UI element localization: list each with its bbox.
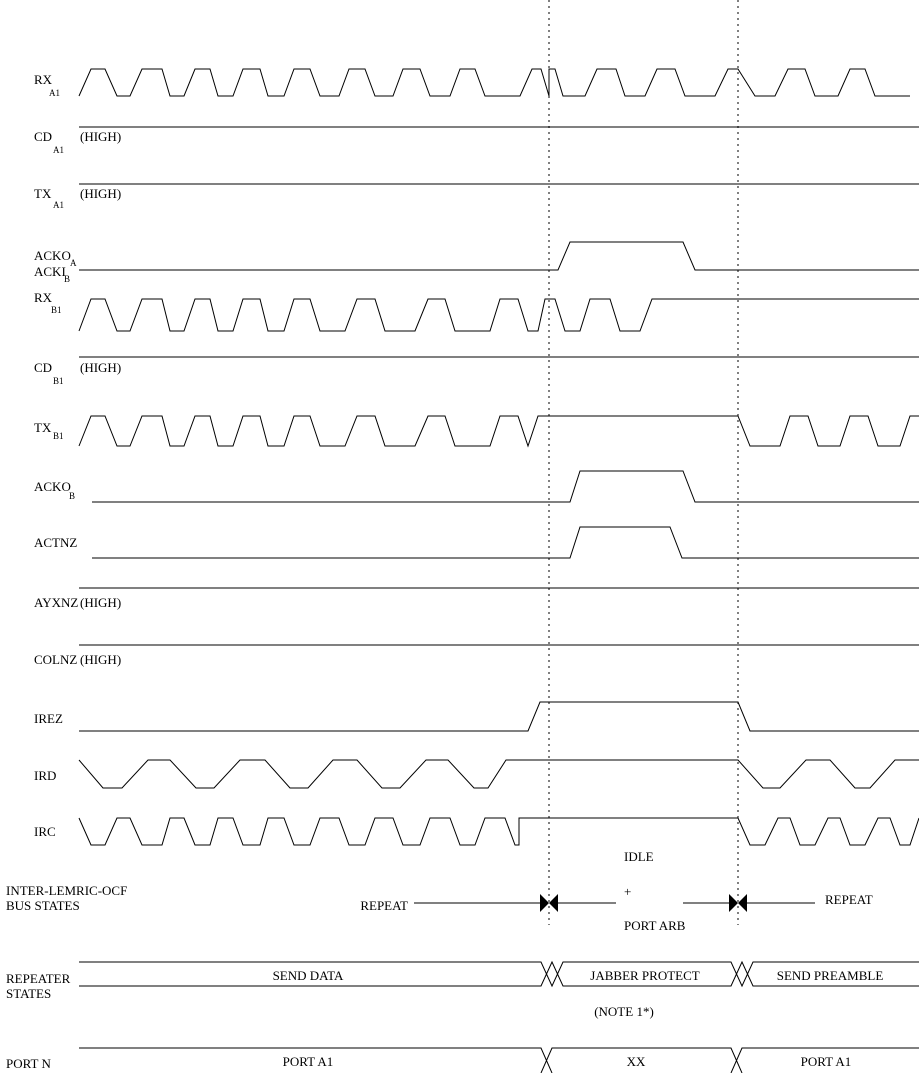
colnz-label: COLNZ: [34, 652, 77, 667]
arrow-left-icon: [549, 894, 558, 912]
repeater-states-row: REPEATER STATES SEND DATA JABBER PROTECT…: [6, 960, 919, 1019]
rx-a1-sub: A1: [49, 88, 60, 98]
bus-state-idle: IDLE: [624, 849, 654, 864]
ayxnz-label: AYXNZ: [34, 595, 78, 610]
cd-b1-note: (HIGH): [80, 360, 121, 375]
bus-states-label-line1: INTER-LEMRIC-OCF: [6, 883, 127, 898]
actnz-waveform: [92, 526, 919, 559]
bus-state-port-arb: PORT ARB: [624, 918, 686, 933]
bus-state-repeat-left: REPEAT: [360, 898, 408, 913]
tx-a1-sub: A1: [53, 200, 64, 210]
port-n-label: PORT N: [6, 1056, 51, 1071]
signal-labels: RX A1 CD A1 (HIGH) TX A1 (HIGH) ACKO A A…: [34, 72, 121, 839]
tx-a1-label: TX: [34, 186, 52, 201]
ird-waveform: [78, 759, 919, 789]
port-n-row: PORT N PORT A1 XX PORT A1: [6, 1047, 919, 1073]
actnz-label: ACTNZ: [34, 535, 77, 550]
arrow-right-icon: [540, 894, 549, 912]
repeater-state-send-preamble: SEND PREAMBLE: [777, 968, 884, 983]
tx-b1-sub: B1: [53, 431, 64, 441]
ird-label: IRD: [34, 768, 56, 783]
rx-b1-sub: B1: [51, 305, 62, 315]
tx-b1-waveform: [78, 415, 919, 448]
bus-state-repeat-right: REPEAT: [825, 892, 873, 907]
repeater-state-jabber-protect: JABBER PROTECT: [590, 968, 699, 983]
repeater-states-bus: [79, 960, 919, 988]
arrow-right-icon-2: [729, 894, 738, 912]
rx-a1-label: RX: [34, 72, 53, 87]
repeater-state-send-data: SEND DATA: [273, 968, 344, 983]
port-n-left-value: PORT A1: [283, 1054, 334, 1069]
tx-b1-label: TX: [34, 420, 52, 435]
repeater-states-label-line2: STATES: [6, 986, 51, 1001]
cd-a1-sub: A1: [53, 145, 64, 155]
port-n-bus: [79, 1047, 919, 1073]
cd-b1-label: CD: [34, 360, 52, 375]
irez-label: IREZ: [34, 711, 63, 726]
ayxnz-note: (HIGH): [80, 595, 121, 610]
acki-b-label: ACKI: [34, 264, 66, 279]
rx-b1-label: RX: [34, 290, 53, 305]
cd-a1-note: (HIGH): [80, 129, 121, 144]
cd-a1-label: CD: [34, 129, 52, 144]
port-n-mid-value: XX: [627, 1054, 646, 1069]
colnz-note: (HIGH): [80, 652, 121, 667]
rx-b1-waveform: [78, 298, 919, 332]
acko-b-waveform: [92, 470, 919, 503]
cd-b1-sub: B1: [53, 376, 64, 386]
acko-a-label: ACKO: [34, 248, 71, 263]
waveforms: [78, 68, 919, 846]
acko-a-waveform: [79, 241, 919, 271]
repeater-states-label-line1: REPEATER: [6, 971, 71, 986]
acko-b-label: ACKO: [34, 479, 71, 494]
bus-state-plus: +: [624, 884, 631, 899]
irez-waveform: [79, 701, 919, 732]
acko-b-sub: B: [69, 491, 75, 501]
acko-a-sup: A: [70, 258, 77, 268]
port-n-right-value: PORT A1: [801, 1054, 852, 1069]
rx-a1-waveform: [78, 68, 910, 97]
bus-states-row: INTER-LEMRIC-OCF BUS STATES REPEAT IDLE …: [6, 849, 873, 933]
irc-waveform: [78, 817, 919, 846]
arrow-left-icon-2: [738, 894, 747, 912]
repeater-state-note: (NOTE 1*): [594, 1004, 654, 1019]
irc-label: IRC: [34, 824, 56, 839]
acki-b-sub: B: [64, 274, 70, 284]
tx-a1-note: (HIGH): [80, 186, 121, 201]
bus-states-label-line2: BUS STATES: [6, 898, 80, 913]
